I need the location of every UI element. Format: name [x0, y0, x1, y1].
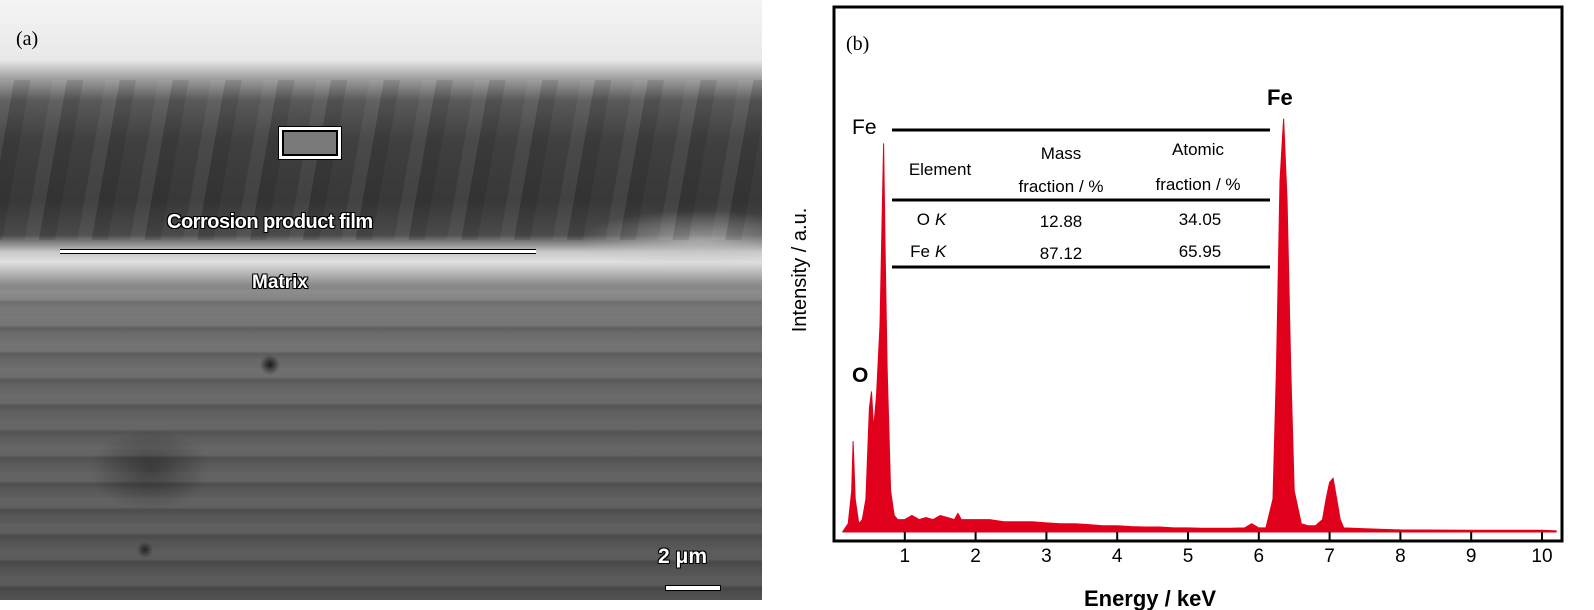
x-tick-label: 2	[970, 546, 981, 567]
cell-element: Fe	[910, 242, 930, 261]
table-row: O K 12.88 34.05	[917, 210, 1222, 231]
peak-label-fe-l: Fe	[852, 116, 877, 139]
matrix-label: Matrix	[252, 272, 308, 293]
cell-line: K	[935, 242, 947, 261]
cell-atomic: 34.05	[1179, 210, 1222, 229]
panel-b-label: (b)	[846, 33, 869, 55]
film-label: Corrosion product film	[167, 211, 373, 233]
plot-frame	[832, 5, 1564, 543]
x-tick-label: 10	[1531, 546, 1552, 567]
sem-micrograph: (a) Corrosion product film Matrix 2 μm	[0, 0, 762, 600]
x-axis-label: Energy / keV	[1084, 586, 1216, 610]
cell-mass: 87.12	[1040, 244, 1083, 263]
peak-label-fe-k: Fe	[1267, 85, 1293, 110]
spectrum-area	[842, 118, 1557, 533]
table-header-mass-2: fraction / %	[1018, 177, 1103, 196]
x-tick-label: 8	[1395, 546, 1406, 567]
table-header-atomic-1: Atomic	[1172, 140, 1224, 159]
x-tick-label: 3	[1041, 546, 1052, 567]
x-tick-label: 7	[1324, 546, 1335, 567]
x-tick-label: 1	[900, 546, 911, 567]
table-row: Fe K 87.12 65.95	[910, 242, 1221, 263]
table-header-element: Element	[909, 160, 972, 179]
scale-bar	[665, 585, 721, 591]
table-header-atomic-2: fraction / %	[1155, 175, 1240, 194]
peak-label-o: O	[852, 364, 868, 387]
scale-bar-label: 2 μm	[658, 545, 708, 568]
cell-line: K	[935, 210, 947, 229]
matrix-texture	[0, 290, 762, 600]
cell-atomic: 65.95	[1179, 242, 1222, 261]
x-tick-label: 4	[1112, 546, 1123, 567]
y-axis-label: Intensity / a.u.	[789, 208, 811, 333]
film-texture	[0, 80, 762, 240]
interface-line	[60, 249, 536, 254]
cell-mass: 12.88	[1040, 212, 1083, 231]
cell-element: O	[917, 210, 930, 229]
composition-table: Element Mass fraction / % Atomic fractio…	[892, 128, 1270, 269]
panel-a-label: (a)	[16, 28, 39, 50]
x-tick-label: 9	[1466, 546, 1477, 567]
x-tick-label: 5	[1183, 546, 1194, 567]
table-header-mass-1: Mass	[1041, 144, 1082, 163]
analysis-region-box	[278, 126, 342, 160]
x-tick-label: 6	[1254, 546, 1265, 567]
